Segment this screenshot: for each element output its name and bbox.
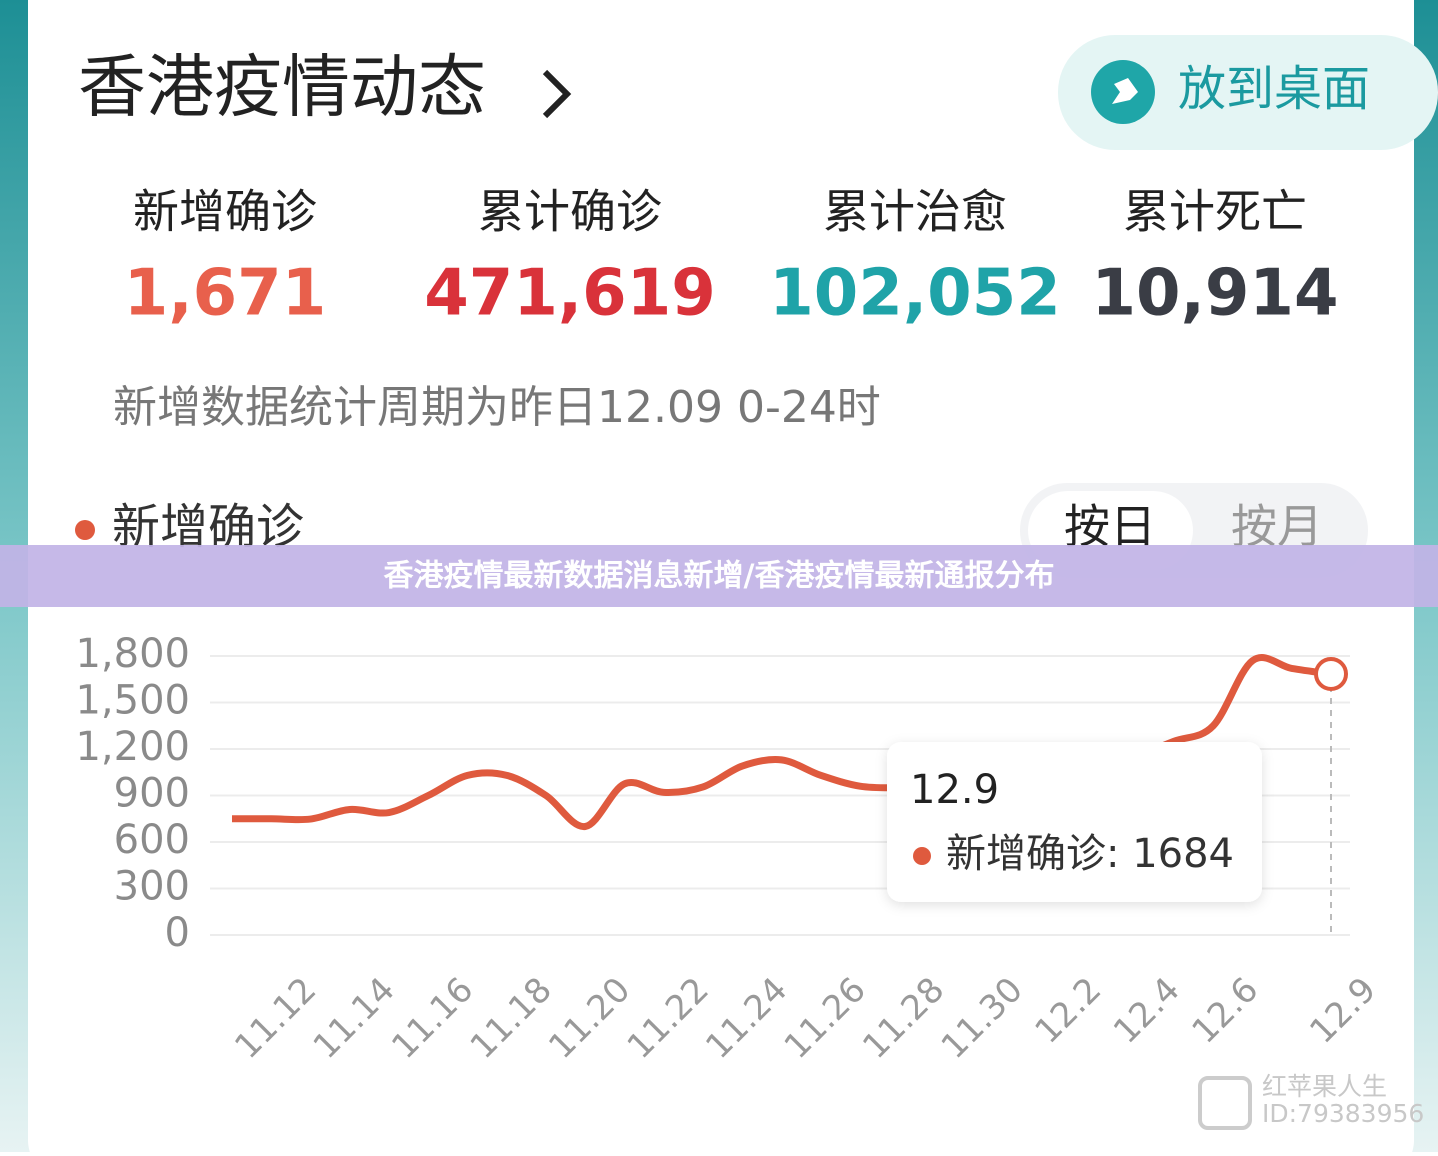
stat-value: 471,619 (424, 257, 716, 331)
legend-dot (75, 520, 95, 540)
y-tick-label: 0 (165, 910, 190, 956)
tooltip-box (887, 742, 1262, 902)
button-label[interactable]: 放到桌面 (1178, 61, 1370, 117)
stat-value: 10,914 (1092, 257, 1339, 331)
y-tick-label: 600 (114, 817, 190, 863)
watermark-id: ID:79383956 (1262, 1099, 1424, 1128)
watermark-name: 红苹果人生 (1262, 1072, 1387, 1101)
stat-value: 1,671 (124, 257, 326, 331)
button-bg[interactable] (1058, 35, 1438, 150)
y-tick-label: 1,200 (75, 724, 190, 770)
tooltip-dot (913, 847, 931, 865)
y-tick-label: 300 (114, 864, 190, 910)
tooltip-text: 新增确诊: 1684 (946, 831, 1234, 877)
y-tick-label: 1,800 (75, 631, 190, 677)
pin-button[interactable]: 放到桌面 (1058, 35, 1438, 150)
banner (0, 545, 1438, 607)
y-tick-label: 900 (114, 771, 190, 817)
toggle-month[interactable]: 按月 (1231, 500, 1323, 554)
tooltip-separator: : (1106, 831, 1132, 877)
note: 新增数据统计周期为昨日12.09 0-24时 (113, 382, 881, 433)
tooltip: 12.9 新增确诊: 1684 (887, 742, 1262, 902)
active-point (1314, 656, 1348, 691)
chevron[interactable] (542, 69, 572, 119)
tooltip-category: 12.9 (910, 767, 999, 813)
page-title[interactable]: 香港疫情动态 (78, 49, 486, 128)
tooltip-value: 1684 (1132, 831, 1234, 877)
toggle-day[interactable]: 按日 (1064, 500, 1156, 554)
watermark-icon (1198, 1076, 1252, 1130)
stat-value: 102,052 (769, 257, 1061, 331)
y-tick-label: 1,500 (75, 678, 190, 724)
stat-label: 累计死亡 (1123, 185, 1307, 239)
pin-glyph (1112, 78, 1138, 104)
stat-label: 累计治愈 (823, 185, 1007, 239)
tooltip-series: 新增确诊 (946, 831, 1106, 877)
banner-text: 香港疫情最新数据消息新增/香港疫情最新通报分布 (384, 559, 1055, 594)
stat-label: 累计确诊 (478, 185, 662, 239)
stat-label: 新增确诊 (133, 185, 317, 239)
